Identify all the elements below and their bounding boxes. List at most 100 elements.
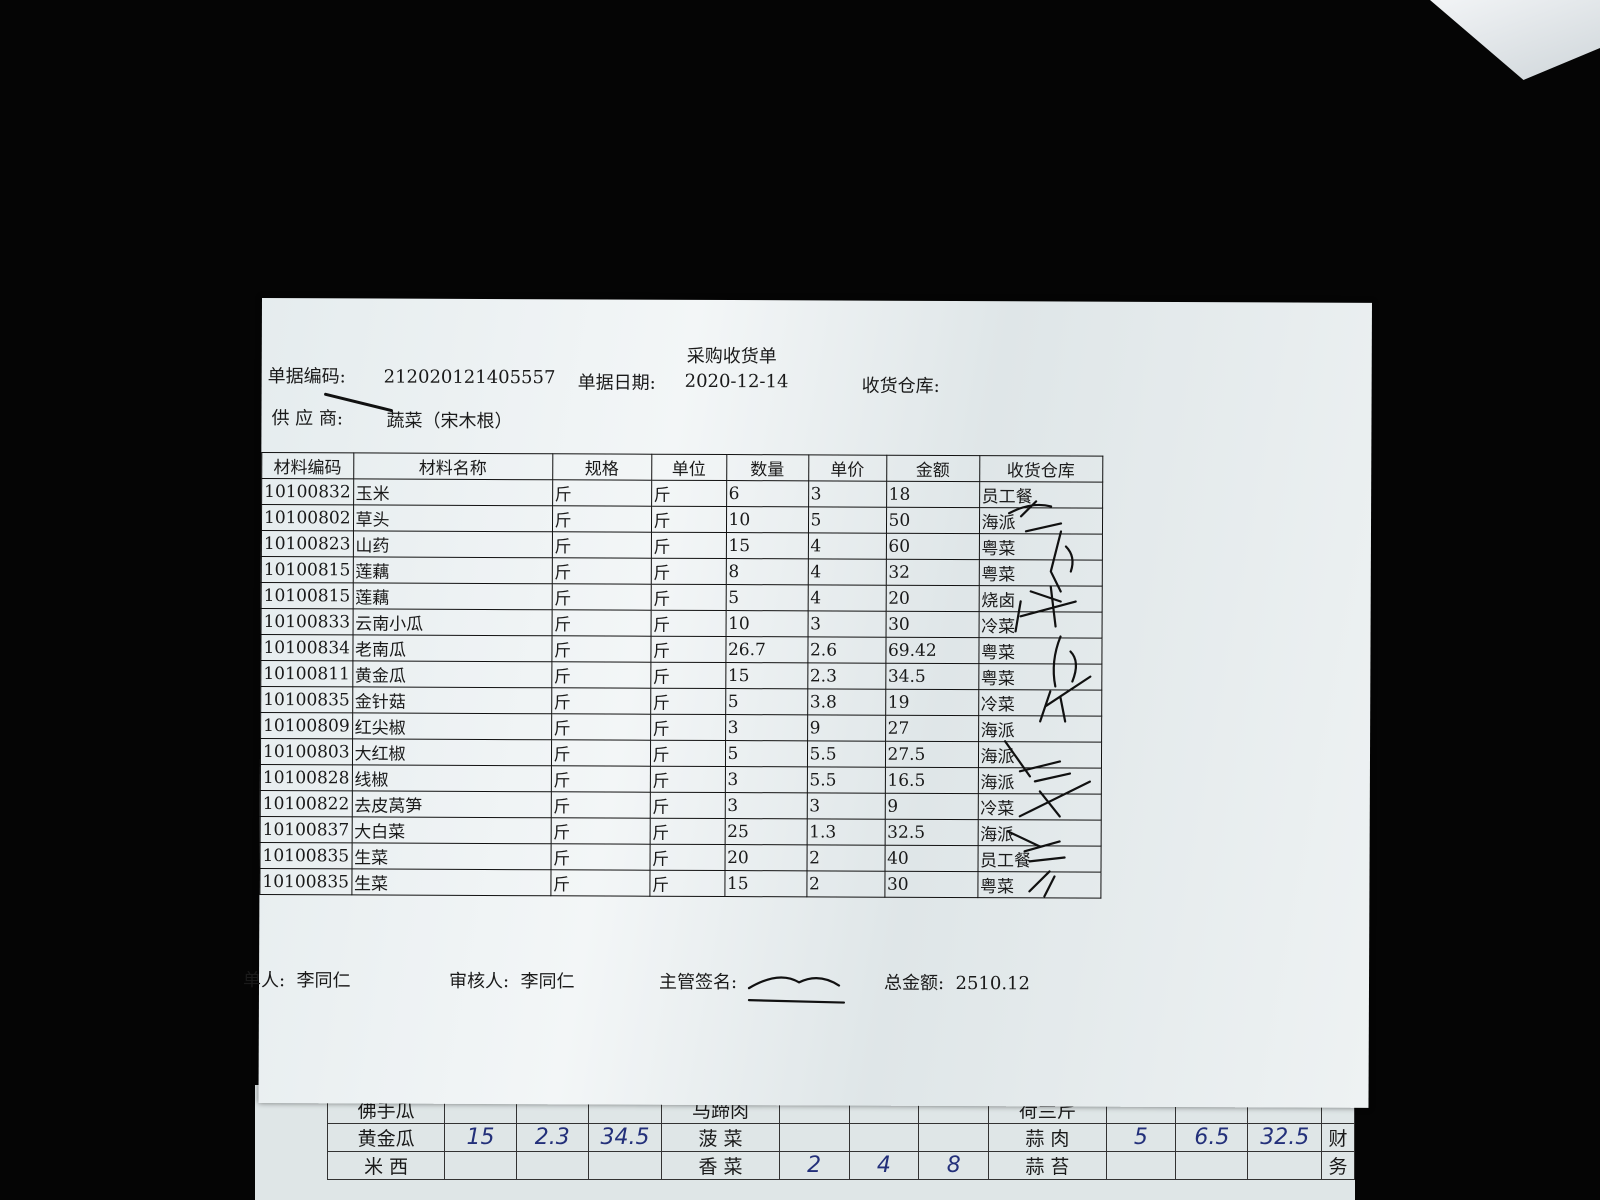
column-header: 单价 (808, 454, 887, 482)
table-cell: 斤 (552, 479, 652, 507)
underlying-cell (778, 1123, 850, 1152)
table-cell: 10 (726, 506, 809, 533)
table-cell: 3 (724, 792, 807, 819)
table-cell: 10100815 (261, 582, 353, 609)
underlying-cell (848, 1123, 920, 1152)
table-cell: 2 (806, 844, 885, 872)
column-header: 数量 (726, 454, 809, 481)
table-cell: 10100833 (261, 608, 353, 635)
table-cell: 斤 (551, 635, 651, 663)
supplier: 蔬菜（宋木根） (386, 410, 513, 433)
table-cell: 斤 (650, 532, 727, 559)
table-cell: 3 (808, 480, 887, 508)
table-cell: 斤 (650, 636, 726, 663)
underlying-cell: 香 菜 (661, 1151, 780, 1180)
underlying-cell (515, 1151, 589, 1180)
table-cell: 10100835 (259, 868, 352, 895)
table-cell: 海派 (977, 741, 1102, 769)
table-cell: 斤 (551, 661, 651, 689)
table-cell: 10100823 (261, 530, 354, 557)
table-cell: 5 (725, 584, 808, 611)
table-cell: 10100811 (260, 660, 353, 687)
table-cell: 9 (807, 714, 886, 742)
table-cell: 5 (808, 506, 887, 534)
table-cell: 海派 (977, 767, 1101, 795)
table-cell: 冷菜 (977, 793, 1101, 821)
table-row: 10100828 线椒斤斤 3 5.5 16.5 海派 (260, 764, 1101, 795)
table-cell: 斤 (650, 714, 726, 741)
table-cell: 红尖椒 (352, 712, 552, 740)
table-cell: 金针菇 (352, 686, 552, 714)
table-cell: 3.8 (807, 688, 886, 716)
table-row: 10100815 莲藕斤斤 5 4 20 烧卤 (261, 582, 1102, 613)
table-cell: 海派 (978, 715, 1102, 743)
table-cell: 斤 (651, 506, 727, 533)
table-cell: 斤 (649, 792, 725, 819)
purchase-receipt-document: 采购收货单 单据编码: 212020121405557 单据日期: 2020-1… (243, 298, 1372, 1108)
table-cell: 莲藕 (352, 556, 552, 584)
table-cell: 斤 (651, 480, 727, 507)
table-cell: 老南瓜 (352, 634, 552, 662)
table-cell: 26.7 (725, 636, 808, 663)
table-cell: 斤 (551, 583, 651, 611)
table-cell: 冷菜 (978, 689, 1102, 717)
table-cell: 3 (806, 792, 885, 820)
underlying-cell: 财 (1321, 1123, 1355, 1152)
table-cell: 员工餐 (977, 845, 1101, 873)
table-cell: 大白菜 (351, 816, 551, 844)
maker-label: 单人: (242, 969, 286, 992)
table-row: 10100822 去皮莴笋斤斤 3 3 9 冷菜 (260, 790, 1101, 821)
table-cell: 斤 (551, 713, 651, 741)
table-cell: 斤 (550, 765, 650, 793)
table-cell: 16.5 (884, 767, 978, 794)
table-cell: 斤 (551, 557, 651, 585)
table-cell: 2 (806, 870, 885, 898)
underlying-cell (1105, 1151, 1177, 1180)
table-cell: 15 (724, 870, 807, 897)
column-header: 金额 (886, 455, 980, 482)
table-row: 10100834 老南瓜斤斤 26.7 2.6 69.42 粤菜 (260, 634, 1102, 665)
table-cell: 4 (807, 584, 886, 612)
underlying-cell: 菠 菜 (661, 1123, 780, 1152)
doc-no-label: 单据编码: (267, 366, 346, 388)
table-cell: 线椒 (351, 764, 551, 792)
underlying-cell: 蒜 苔 (988, 1151, 1107, 1180)
table-cell: 3 (725, 714, 808, 741)
table-cell: 粤菜 (978, 663, 1102, 691)
table-cell: 4 (807, 532, 887, 560)
table-cell: 生菜 (351, 868, 551, 896)
warehouse-label: 收货仓库: (861, 375, 940, 397)
table-cell: 斤 (550, 817, 650, 845)
underlying-cell (1247, 1151, 1323, 1180)
table-cell: 30 (885, 611, 979, 638)
underlying-cell: 8 (918, 1151, 990, 1180)
table-cell: 60 (885, 533, 980, 560)
table-row: 10100809 红尖椒斤斤 3 9 27 海派 (260, 712, 1102, 743)
total-label: 总金额: (883, 972, 945, 994)
table-cell: 10100832 (261, 478, 354, 505)
document-title: 采购收货单 (686, 345, 777, 368)
underlying-cell: 32.5 (1247, 1123, 1323, 1152)
table-cell: 20 (724, 844, 807, 871)
table-cell: 69.42 (885, 637, 979, 664)
table-cell: 10100837 (260, 816, 352, 843)
table-cell: 5 (725, 688, 808, 715)
underlying-cell (918, 1123, 990, 1152)
table-cell: 10100809 (260, 712, 353, 739)
table-cell: 32.5 (884, 819, 978, 846)
total-amount: 2510.12 (955, 973, 1031, 995)
table-cell: 粤菜 (978, 559, 1102, 587)
table-cell: 斤 (551, 531, 652, 559)
table-cell: 5.5 (806, 766, 885, 794)
underlying-table: 佛手瓜 马蹄肉 荷兰芹 黄金瓜 15 2.3 34.5 菠 菜蒜 肉 5 6.5 32.5 财米 西香… (326, 1095, 1355, 1180)
maker: 单人: 李同仁 (243, 966, 351, 992)
table-cell: 斤 (649, 870, 725, 897)
table-cell: 10100828 (260, 764, 352, 791)
table-cell: 斤 (650, 688, 726, 715)
table-cell: 斤 (649, 766, 725, 793)
underlying-cell: 2 (778, 1151, 850, 1180)
reviewer: 审核人: 李同仁 (449, 967, 575, 994)
table-cell: 斤 (649, 818, 725, 845)
table-cell: 10100802 (261, 504, 354, 531)
table-cell: 斤 (650, 662, 726, 689)
